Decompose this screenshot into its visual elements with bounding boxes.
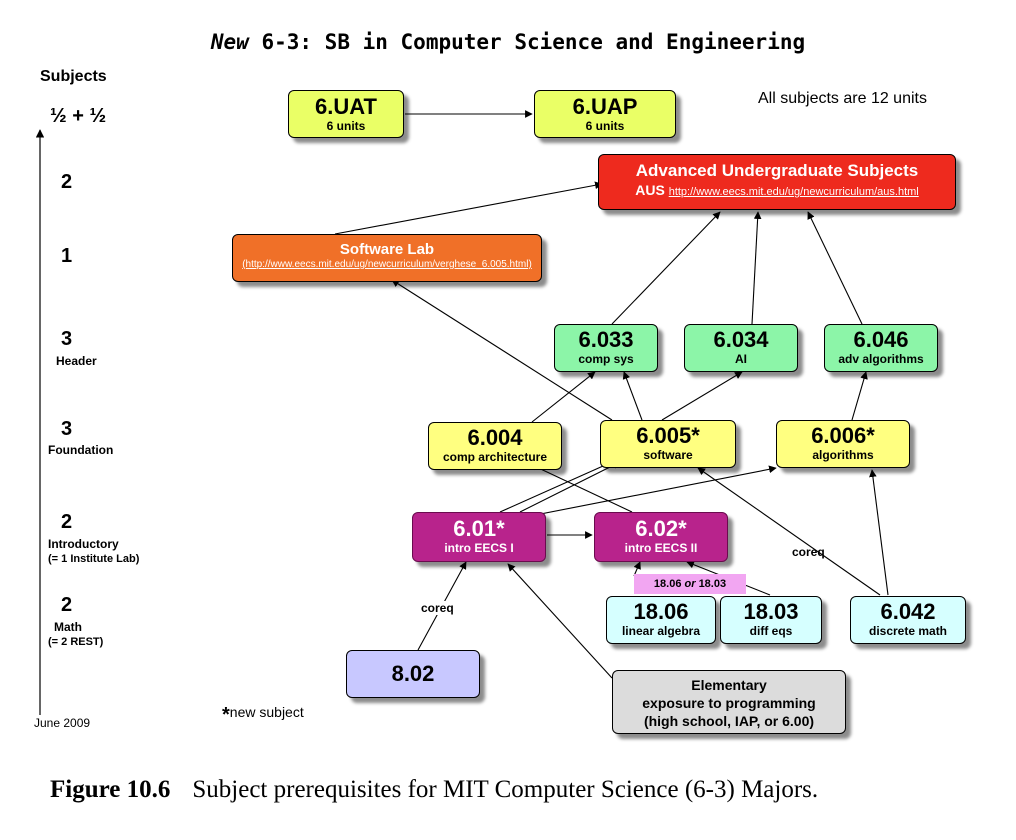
node-aus: Advanced Undergraduate Subjects AUS http… <box>598 154 956 210</box>
footnote: *new subject <box>222 704 304 726</box>
units-note: All subjects are 12 units <box>758 90 927 107</box>
software-lab-link[interactable]: (http://www.eecs.mit.edu/ug/newcurriculu… <box>242 259 532 270</box>
node-602: 6.02* intro EECS II <box>594 512 728 562</box>
coreq-label-6042: coreq <box>792 545 825 559</box>
diagram-title: New 6-3: SB in Computer Science and Engi… <box>210 30 806 54</box>
axis-level-label: Header <box>56 354 97 368</box>
arrow-6033-aus <box>611 211 721 325</box>
arrow-601-6006 <box>519 465 777 519</box>
arrow-elem-601 <box>507 563 613 679</box>
axis-level-count: 2 <box>61 511 73 533</box>
arrow-6004-6033 <box>531 371 596 423</box>
arrow-6046-aus <box>807 211 863 325</box>
arrow-601-6005-b <box>519 461 621 513</box>
node-1806: 18.06 linear algebra <box>606 596 716 644</box>
axis-level-note: (= 1 Institute Lab) <box>48 553 140 565</box>
coreq-label-802: coreq <box>418 601 457 615</box>
node-6006: 6.006* algorithms <box>776 420 910 468</box>
node-6046: 6.046 adv algorithms <box>824 324 938 372</box>
arrow-602-6004 <box>529 463 633 513</box>
node-6uap: 6.UAP 6 units <box>534 90 676 138</box>
node-6005: 6.005* software <box>600 420 736 468</box>
node-601: 6.01* intro EECS I <box>412 512 546 562</box>
arrow-1806-602 <box>633 561 641 577</box>
node-6004: 6.004 comp architecture <box>428 422 562 470</box>
node-6033: 6.033 comp sys <box>554 324 658 372</box>
figure-caption: Figure 10.6 Subject prerequisites for MIT… <box>50 776 819 803</box>
axis-header: Subjects <box>40 68 107 85</box>
axis-level-label: Introductory <box>48 537 119 551</box>
arrow-6042-6005 <box>697 467 881 596</box>
math-either-badge: 18.06 or 18.03 <box>634 574 746 594</box>
aus-link[interactable]: http://www.eecs.mit.edu/ug/newcurriculum… <box>668 186 919 198</box>
axis-level-label: Math <box>54 620 82 634</box>
arrow-6006-6046 <box>851 371 868 421</box>
axis-level-label: Foundation <box>48 443 114 457</box>
arrow-softlab-aus <box>334 181 603 235</box>
node-elementary-programming: Elementary exposure to programming (high… <box>612 670 846 734</box>
node-802: 8.02 <box>346 650 480 698</box>
axis-level-count: 3 <box>61 418 73 440</box>
arrow-6005-softlab <box>391 279 613 421</box>
axis-level-note: (= 2 REST) <box>48 636 104 648</box>
axis-level-count: 3 <box>61 328 73 350</box>
arrow-6005-6033 <box>622 371 643 421</box>
axis-level-count: ½ + ½ <box>50 105 107 127</box>
arrow-601-6005-a <box>499 461 613 513</box>
arrow-6034-aus <box>751 211 762 325</box>
node-1803: 18.03 diff eqs <box>720 596 822 644</box>
node-software-lab: Software Lab (http://www.eecs.mit.edu/ug… <box>232 234 542 282</box>
arrow-6042-6006 <box>869 469 889 596</box>
node-6uat: 6.UAT 6 units <box>288 90 404 138</box>
axis-level-count: 2 <box>61 171 73 193</box>
node-6034: 6.034 AI <box>684 324 798 372</box>
node-6042: 6.042 discrete math <box>850 596 966 644</box>
axis-level-count: 1 <box>61 245 73 267</box>
arrow-6005-6034 <box>661 371 743 421</box>
date-note: June 2009 <box>34 716 91 730</box>
axis-level-count: 2 <box>61 594 73 616</box>
